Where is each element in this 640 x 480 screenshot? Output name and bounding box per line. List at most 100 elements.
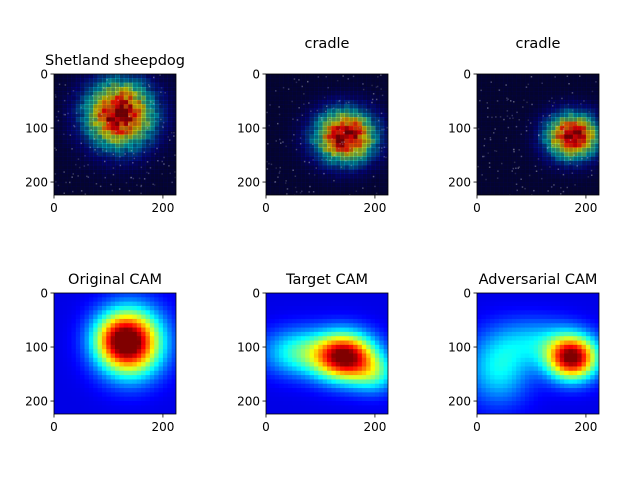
y-tick-label: 100	[448, 121, 471, 135]
heatmap-cell	[313, 125, 319, 131]
heatmap-cell	[141, 331, 147, 337]
heatmap-cell	[490, 366, 496, 372]
heatmap-cell	[287, 392, 293, 398]
heatmap-cell	[335, 305, 341, 311]
heatmap-cell	[119, 173, 125, 179]
heatmap-cell	[80, 104, 86, 110]
heatmap-cell	[309, 173, 315, 179]
heatmap-cell	[287, 156, 293, 162]
heatmap-cell	[97, 305, 103, 311]
heatmap-cell	[313, 392, 319, 398]
heatmap-cell	[485, 305, 491, 311]
heatmap-cell	[572, 349, 578, 355]
heatmap-cell	[379, 99, 385, 105]
heatmap-cell	[511, 160, 517, 166]
heatmap-cell	[58, 383, 64, 389]
heatmap-cell	[54, 173, 59, 179]
heatmap-cell	[331, 186, 337, 192]
texture-speckle	[163, 121, 165, 124]
heatmap-cell	[348, 104, 354, 110]
heatmap-cell	[524, 318, 530, 324]
heatmap-cell	[62, 331, 68, 337]
heatmap-cell	[132, 297, 138, 303]
heatmap-cell	[106, 323, 112, 329]
heatmap-cell	[379, 182, 385, 187]
texture-speckle	[286, 188, 289, 190]
heatmap-cell	[283, 409, 289, 414]
heatmap-cell	[128, 375, 134, 381]
heatmap-cell	[149, 388, 155, 393]
heatmap-cell	[106, 331, 112, 337]
heatmap-cell	[383, 78, 388, 84]
heatmap-cell	[361, 396, 367, 402]
heatmap-cell	[296, 86, 302, 92]
heatmap-cell	[119, 108, 125, 114]
heatmap-cell	[119, 130, 125, 136]
heatmap-cell	[300, 314, 306, 320]
heatmap-cell	[559, 104, 565, 110]
heatmap-cell	[67, 305, 73, 311]
heatmap-cell	[149, 327, 155, 333]
heatmap-cell	[481, 147, 487, 153]
heatmap-cell	[357, 362, 363, 368]
heatmap-cell	[327, 344, 332, 350]
heatmap-cell	[357, 151, 363, 157]
heatmap-cell	[485, 293, 491, 298]
heatmap-cell	[344, 318, 350, 324]
heatmap-cell	[348, 318, 354, 324]
heatmap-cell	[123, 173, 129, 179]
heatmap-cell	[101, 344, 107, 350]
heatmap-cell	[106, 405, 112, 411]
heatmap-cell	[54, 104, 59, 110]
heatmap-cell	[287, 173, 293, 179]
heatmap-cell	[115, 169, 120, 174]
heatmap-cell	[542, 74, 548, 79]
heatmap-cell	[379, 190, 385, 195]
heatmap-cell	[538, 130, 543, 136]
heatmap-cell	[305, 160, 311, 166]
heatmap-cell	[529, 108, 535, 114]
heatmap-cell	[171, 156, 176, 162]
heatmap-cell	[481, 349, 487, 355]
heatmap-cell	[106, 305, 112, 311]
heatmap-cell	[572, 344, 578, 350]
heatmap-cell	[485, 357, 491, 363]
heatmap-cell	[167, 112, 173, 118]
heatmap-cell	[366, 301, 372, 307]
heatmap-cell	[154, 173, 160, 179]
heatmap-cell	[511, 104, 517, 110]
heatmap-cell	[149, 323, 155, 329]
heatmap-cell	[585, 74, 591, 79]
heatmap-cell	[97, 349, 103, 355]
heatmap-cell	[167, 130, 173, 136]
heatmap-cell	[529, 86, 535, 92]
heatmap-cell	[80, 74, 86, 79]
heatmap-cell	[171, 177, 176, 183]
heatmap-cell	[327, 143, 332, 149]
heatmap-cell	[145, 396, 151, 402]
heatmap-cell	[511, 151, 517, 157]
heatmap-cell	[594, 121, 599, 127]
heatmap-cell	[568, 156, 574, 162]
heatmap-cell	[340, 169, 346, 174]
heatmap-cell	[327, 78, 332, 84]
heatmap-cell	[274, 134, 280, 140]
heatmap-cell	[171, 151, 176, 157]
heatmap-cell	[80, 112, 86, 118]
heatmap-cell	[322, 349, 328, 355]
heatmap-cell	[379, 74, 385, 79]
heatmap-cell	[141, 151, 147, 157]
heatmap-cell	[533, 99, 539, 105]
heatmap-cell	[279, 293, 285, 298]
heatmap-cell	[67, 388, 73, 393]
heatmap-cell	[348, 353, 354, 359]
heatmap-cell	[581, 151, 587, 157]
heatmap-cell	[520, 323, 526, 329]
heatmap-cell	[305, 293, 311, 298]
heatmap-cell	[551, 323, 557, 329]
heatmap-cell	[340, 121, 346, 127]
heatmap-cell	[58, 108, 64, 114]
heatmap-cell	[511, 108, 517, 114]
heatmap-cell	[154, 164, 160, 170]
heatmap-cell	[274, 143, 280, 149]
